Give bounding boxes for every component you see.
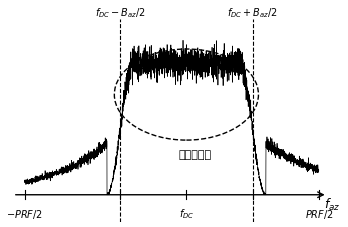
Text: 多普勒主瓣: 多普勒主瓣: [179, 150, 212, 160]
Text: $f_{DC}-B_{az}/2$: $f_{DC}-B_{az}/2$: [95, 6, 145, 20]
Text: $f_{az}$: $f_{az}$: [324, 197, 340, 213]
Text: $f_{DC}$: $f_{DC}$: [179, 207, 194, 221]
Text: $-PRF/2$: $-PRF/2$: [6, 207, 43, 220]
Text: $f_{DC}+B_{az}/2$: $f_{DC}+B_{az}/2$: [227, 6, 278, 20]
Text: $PRF/2$: $PRF/2$: [304, 207, 333, 220]
